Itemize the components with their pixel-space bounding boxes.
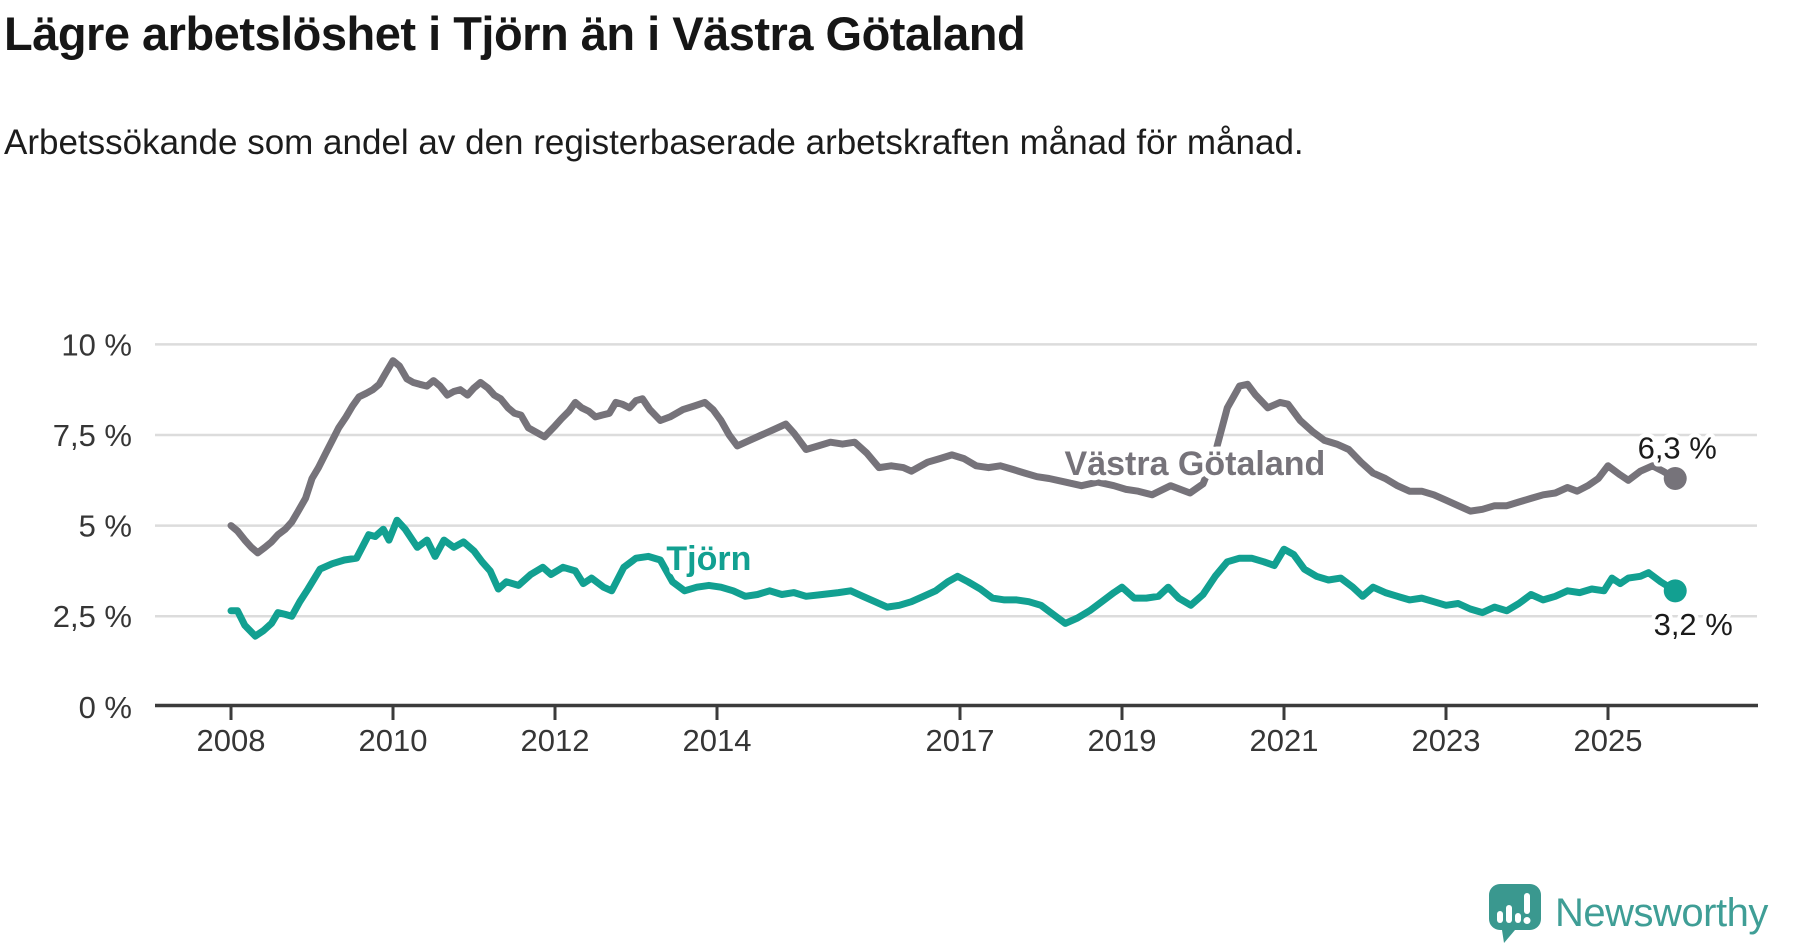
y-axis-label: 7,5 % bbox=[53, 418, 132, 453]
x-axis-tick-label: 2008 bbox=[197, 723, 266, 758]
logo-bar-medium bbox=[1515, 913, 1521, 923]
series-end-label-tjorn: 3,2 % bbox=[1654, 607, 1733, 642]
x-axis-tick-label: 2012 bbox=[521, 723, 590, 758]
x-axis-tick-label: 2017 bbox=[926, 723, 995, 758]
series-end-dot-vastra-gotaland bbox=[1663, 466, 1687, 490]
logo-exclamation-bar bbox=[1524, 893, 1530, 914]
speech-bubble-shape bbox=[1489, 884, 1541, 943]
x-axis-tick-label: 2010 bbox=[359, 723, 428, 758]
x-axis-tick-label: 2021 bbox=[1250, 723, 1319, 758]
logo-bar-tall bbox=[1506, 905, 1512, 923]
brand-name: Newsworthy bbox=[1555, 891, 1768, 935]
page-subtitle: Arbetssökande som andel av den registerb… bbox=[4, 123, 1304, 162]
x-axis-tick-label: 2023 bbox=[1412, 723, 1481, 758]
x-axis-tick-label: 2025 bbox=[1574, 723, 1643, 758]
series-line-vastra-gotaland bbox=[227, 357, 1679, 557]
series-line-tjorn bbox=[227, 516, 1679, 640]
x-axis-tick-label: 2014 bbox=[683, 723, 752, 758]
y-axis-label: 0 % bbox=[79, 690, 132, 725]
logo-exclamation-dot bbox=[1523, 917, 1531, 924]
x-axis-tick-label: 2019 bbox=[1088, 723, 1157, 758]
y-axis-label: 2,5 % bbox=[53, 599, 132, 634]
page-title: Lägre arbetslöshet i Tjörn än i Västra G… bbox=[4, 7, 1026, 60]
y-axis-label: 10 % bbox=[61, 327, 132, 362]
series-name-label-vastra-gotaland: Västra Götaland bbox=[1065, 445, 1326, 483]
series-end-label-vastra-gotaland: 6,3 % bbox=[1638, 430, 1717, 465]
series-name-label-tjorn: Tjörn bbox=[666, 540, 751, 578]
logo-bar-short bbox=[1497, 911, 1503, 923]
series-end-dot-tjorn bbox=[1663, 579, 1687, 603]
newsworthy-logo-icon bbox=[1489, 884, 1541, 943]
brand-footer: Newsworthy bbox=[1489, 884, 1768, 943]
y-axis-label: 5 % bbox=[79, 509, 132, 544]
